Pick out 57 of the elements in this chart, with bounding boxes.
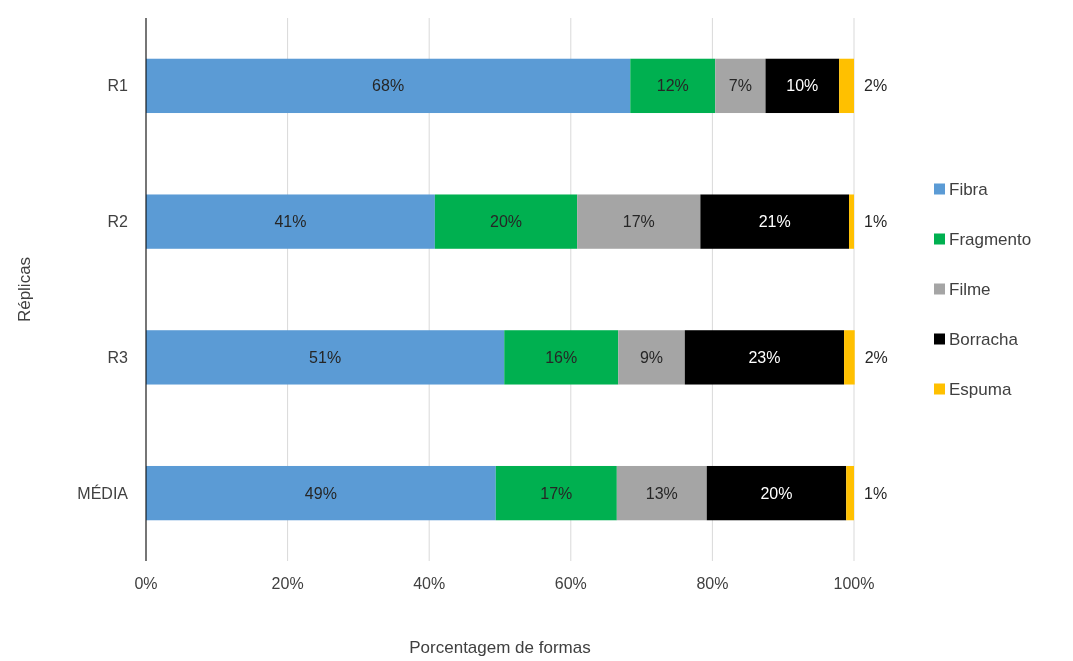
bar (616, 465, 707, 521)
legend-label: Fibra (949, 180, 989, 200)
bar (504, 330, 619, 385)
data-label: 17% (540, 484, 573, 502)
data-label: 41% (274, 213, 307, 231)
bar (146, 465, 496, 521)
data-label: 10% (786, 77, 819, 95)
data-label: 68% (372, 77, 405, 95)
data-label: 7% (728, 77, 752, 95)
bar (495, 465, 617, 521)
data-label: 9% (639, 348, 664, 366)
data-label: 13% (645, 484, 678, 502)
bar (839, 58, 854, 114)
y-tick-label: MÉDIA (77, 483, 129, 502)
bar (684, 330, 845, 385)
data-label: 21% (758, 213, 791, 231)
x-tick-label: 100% (833, 575, 875, 592)
bar (146, 58, 631, 114)
data-label: 20% (490, 213, 523, 231)
x-axis-title: Porcentagem de formas (409, 638, 591, 657)
data-label: 2% (864, 77, 888, 95)
data-label: 1% (864, 213, 888, 231)
bar (630, 58, 716, 114)
bar (844, 330, 855, 385)
x-tick-label: 60% (554, 575, 587, 592)
bar (146, 330, 505, 385)
bar (846, 465, 854, 521)
data-label: 12% (656, 77, 689, 95)
data-label: 17% (622, 213, 655, 231)
data-label: 49% (304, 484, 337, 502)
bar (715, 58, 766, 114)
data-label: 16% (545, 348, 578, 366)
data-label: 51% (309, 348, 342, 366)
legend-label: Fragmento (949, 230, 1032, 250)
bar (706, 465, 847, 521)
bar (849, 194, 854, 249)
data-label: 2% (864, 348, 888, 366)
legend-label: Filme (949, 280, 991, 300)
bar (618, 330, 685, 385)
bar (146, 194, 435, 249)
bar (700, 194, 850, 249)
legend-label: Espuma (949, 380, 1012, 400)
legend-label: Borracha (949, 330, 1019, 350)
y-tick-label: R3 (107, 348, 129, 366)
x-tick-label: 80% (696, 575, 729, 592)
y-axis-title: Réplicas (15, 256, 34, 323)
data-label: 23% (748, 348, 781, 366)
x-tick-label: 0% (134, 575, 158, 592)
x-tick-label: 40% (413, 575, 446, 592)
bar (434, 194, 578, 249)
y-tick-label: R2 (107, 213, 129, 231)
y-tick-label: R1 (107, 77, 129, 95)
data-label: 20% (760, 484, 793, 502)
bar (577, 194, 701, 249)
x-tick-label: 20% (271, 575, 304, 592)
bar (765, 58, 840, 114)
data-label: 1% (864, 484, 888, 502)
